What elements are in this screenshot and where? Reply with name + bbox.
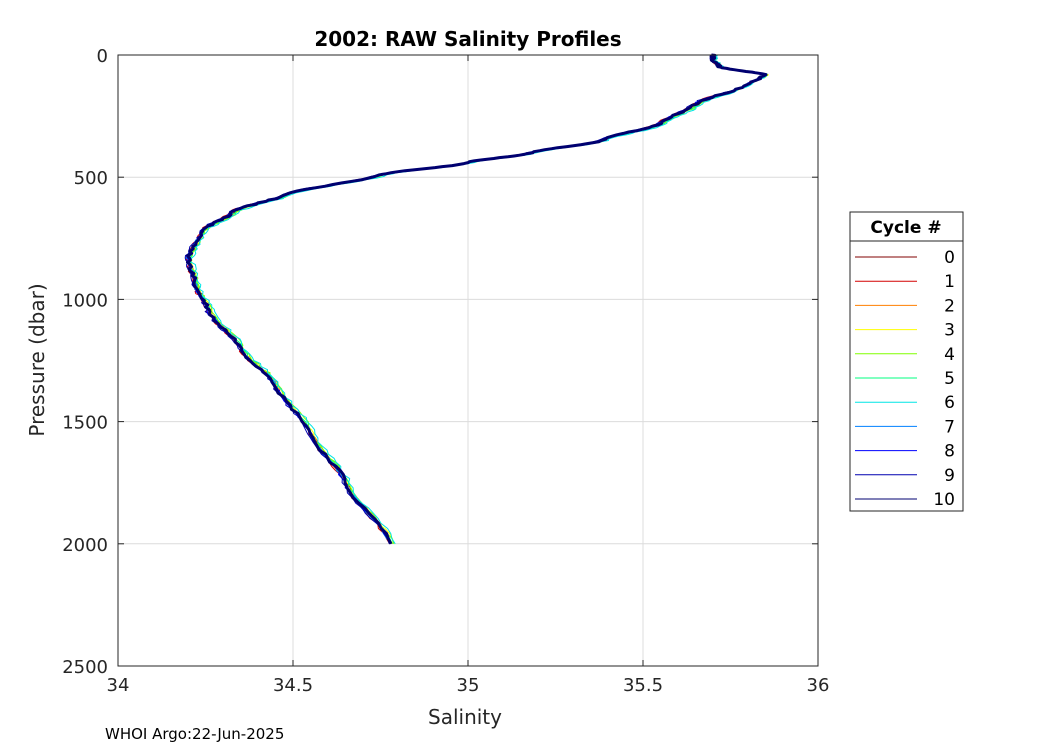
legend-label-2: 2 <box>944 296 955 316</box>
legend-label-9: 9 <box>944 466 955 486</box>
x-axis-label: Salinity <box>428 705 502 729</box>
chart-title: 2002: RAW Salinity Profiles <box>314 27 621 51</box>
legend-box <box>849 211 964 512</box>
y-tick-label: 0 <box>97 46 108 67</box>
y-tick-label: 2000 <box>62 535 108 556</box>
x-tick-label: 35.5 <box>623 675 663 696</box>
legend-label-1: 1 <box>944 272 955 292</box>
x-tick-label: 35 <box>457 675 480 696</box>
y-tick-label: 1500 <box>62 413 108 434</box>
y-tick-label: 1000 <box>62 290 108 311</box>
x-tick-label: 34 <box>107 675 130 696</box>
axis-ticks: 34 34.5 35 35.5 36 0 500 1000 1500 2000 2500 <box>62 46 829 696</box>
series-line-cycle-10 <box>186 53 768 545</box>
legend-title: Cycle # <box>870 218 941 238</box>
series-lines <box>184 53 769 545</box>
legend: Cycle # 0 1 2 3 4 5 6 7 8 9 10 <box>849 211 964 512</box>
y-tick-label: 2500 <box>62 657 108 678</box>
legend-label-8: 8 <box>944 442 955 462</box>
legend-items: 0 1 2 3 4 5 6 7 8 9 10 <box>855 248 955 510</box>
y-axis-label: Pressure (dbar) <box>25 283 49 436</box>
y-tick-label: 500 <box>74 168 108 189</box>
legend-label-10: 10 <box>933 490 955 510</box>
legend-label-3: 3 <box>944 321 955 341</box>
x-tick-label: 34.5 <box>273 675 313 696</box>
legend-label-5: 5 <box>944 369 955 389</box>
legend-label-4: 4 <box>944 345 955 365</box>
legend-label-0: 0 <box>944 248 955 268</box>
x-tick-label: 36 <box>807 675 830 696</box>
footer-stamp: WHOI Argo:22-Jun-2025 <box>105 725 285 743</box>
legend-label-7: 7 <box>944 417 955 437</box>
legend-label-6: 6 <box>944 393 955 413</box>
